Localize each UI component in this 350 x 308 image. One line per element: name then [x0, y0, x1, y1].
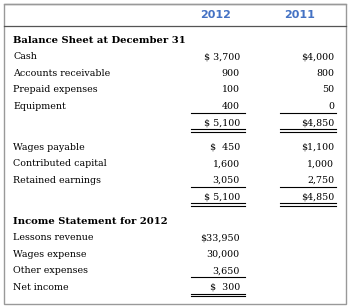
Text: 100: 100	[222, 85, 240, 94]
Text: Other expenses: Other expenses	[13, 266, 88, 275]
Text: 1,600: 1,600	[213, 159, 240, 168]
Text: 50: 50	[322, 85, 334, 94]
Text: 3,050: 3,050	[212, 176, 240, 185]
Text: $4,850: $4,850	[301, 118, 334, 127]
Text: 1,000: 1,000	[307, 159, 334, 168]
Text: Net income: Net income	[13, 283, 69, 292]
Text: Equipment: Equipment	[13, 102, 66, 111]
Text: Income Statement for 2012: Income Statement for 2012	[13, 217, 168, 226]
Text: $1,100: $1,100	[301, 143, 334, 152]
Text: Cash: Cash	[13, 52, 37, 61]
Text: 0: 0	[328, 102, 334, 111]
Text: Wages expense: Wages expense	[13, 250, 87, 259]
Text: 3,650: 3,650	[212, 266, 240, 275]
Text: Lessons revenue: Lessons revenue	[13, 233, 94, 242]
Text: $  300: $ 300	[210, 283, 240, 292]
Text: Wages payable: Wages payable	[13, 143, 85, 152]
Text: Balance Sheet at December 31: Balance Sheet at December 31	[13, 36, 186, 45]
Text: $4,850: $4,850	[301, 192, 334, 201]
Text: Accounts receivable: Accounts receivable	[13, 69, 111, 78]
Text: 800: 800	[316, 69, 334, 78]
Text: Prepaid expenses: Prepaid expenses	[13, 85, 98, 94]
Text: 2011: 2011	[284, 10, 315, 20]
Text: 2012: 2012	[200, 10, 231, 20]
Text: $33,950: $33,950	[200, 233, 240, 242]
Text: $  450: $ 450	[210, 143, 240, 152]
Text: $ 5,100: $ 5,100	[203, 118, 240, 127]
Text: 30,000: 30,000	[206, 250, 240, 259]
Text: Contributed capital: Contributed capital	[13, 159, 107, 168]
Text: Retained earnings: Retained earnings	[13, 176, 101, 185]
Text: 400: 400	[222, 102, 240, 111]
Text: $ 5,100: $ 5,100	[203, 192, 240, 201]
Text: $ 3,700: $ 3,700	[203, 52, 240, 61]
Text: $4,000: $4,000	[301, 52, 334, 61]
Text: 2,750: 2,750	[307, 176, 334, 185]
Text: 900: 900	[222, 69, 240, 78]
